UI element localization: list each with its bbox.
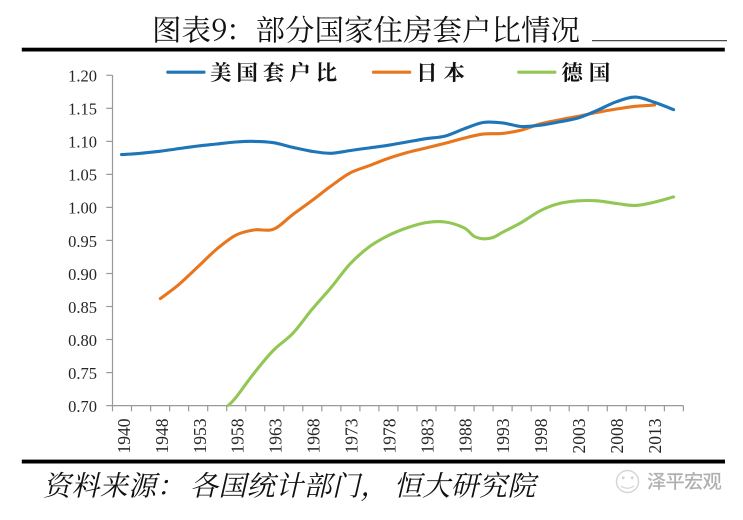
svg-text:2008: 2008: [607, 418, 627, 453]
svg-text:2003: 2003: [569, 418, 589, 453]
svg-text:1.05: 1.05: [68, 166, 97, 185]
svg-text:1998: 1998: [531, 418, 551, 453]
svg-text:1.00: 1.00: [68, 199, 97, 218]
svg-text:0.85: 0.85: [68, 298, 97, 317]
svg-text:1978: 1978: [379, 418, 399, 453]
svg-text:1988: 1988: [455, 418, 475, 453]
svg-text:1973: 1973: [342, 418, 362, 453]
svg-text:0.90: 0.90: [68, 265, 97, 284]
svg-text:1953: 1953: [190, 418, 210, 453]
svg-text:0.80: 0.80: [68, 331, 97, 350]
svg-text:1958: 1958: [228, 418, 248, 453]
svg-text:1968: 1968: [304, 418, 324, 453]
svg-text:0.70: 0.70: [68, 397, 97, 416]
svg-text:1993: 1993: [493, 418, 513, 453]
svg-text:1983: 1983: [417, 418, 437, 453]
svg-text:0.75: 0.75: [68, 364, 97, 383]
svg-text:0.95: 0.95: [68, 232, 97, 251]
svg-text:1948: 1948: [152, 418, 172, 453]
svg-text:1.10: 1.10: [68, 133, 97, 152]
svg-text:1963: 1963: [266, 418, 286, 453]
svg-text:1940: 1940: [114, 418, 134, 453]
svg-text:1.15: 1.15: [68, 100, 97, 119]
svg-text:2013: 2013: [645, 418, 665, 453]
svg-text:1.20: 1.20: [68, 67, 97, 86]
